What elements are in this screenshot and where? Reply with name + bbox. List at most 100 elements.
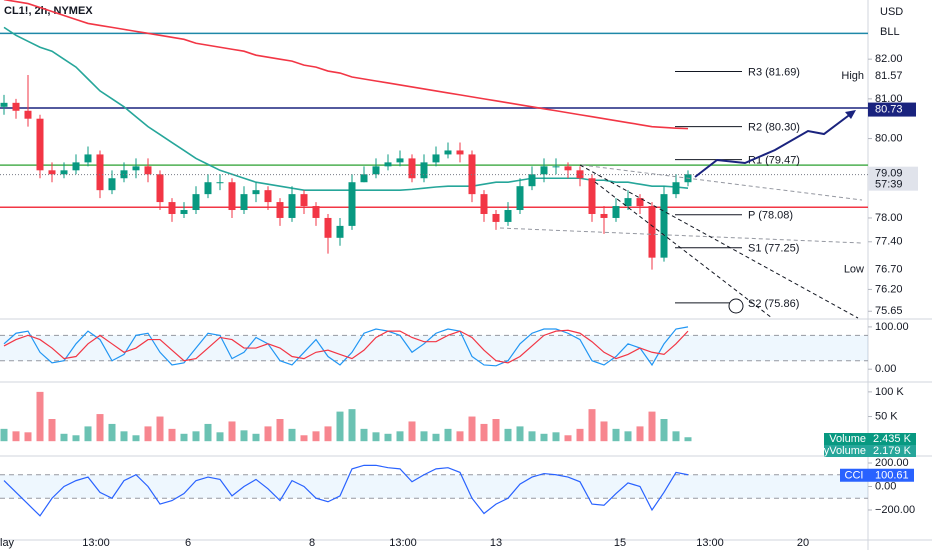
- candle-body: [384, 162, 392, 167]
- candle-body: [252, 190, 260, 195]
- y-tick-label: 81.00: [875, 93, 903, 105]
- trend-line: [594, 181, 773, 319]
- candle-body: [240, 194, 248, 211]
- volume-bar: [216, 432, 224, 442]
- volume-bar: [168, 428, 176, 442]
- volume-bar: [492, 419, 500, 442]
- legend-name: BuyVolume: [810, 445, 866, 457]
- volume-bar: [252, 433, 260, 442]
- legend-box: [840, 468, 868, 482]
- trend-line: [581, 164, 863, 201]
- candle-body: [300, 194, 308, 207]
- volume-bar: [672, 431, 680, 442]
- volume-bar: [360, 428, 368, 442]
- volume-bar: [564, 435, 572, 442]
- value-box: [868, 445, 916, 457]
- candle-body: [204, 182, 212, 195]
- y-tick-label: 50 K: [875, 410, 898, 422]
- volume-bar: [84, 426, 92, 442]
- legend-box: [824, 445, 868, 457]
- candle-body: [0, 102, 8, 107]
- volume-bar: [60, 433, 68, 442]
- candle-body: [588, 178, 596, 214]
- y-tick-label: 82.00: [875, 53, 903, 65]
- pivot-label: R3 (81.69): [748, 66, 800, 78]
- y-tick-label: 76.20: [875, 283, 903, 295]
- candle-body: [504, 210, 512, 222]
- volume-bar: [444, 428, 452, 442]
- volume-bar: [0, 428, 8, 442]
- volume-bar: [288, 428, 296, 442]
- volume-bar: [240, 430, 248, 442]
- volume-bar: [192, 431, 200, 442]
- candle-body: [408, 158, 416, 179]
- candle-body: [660, 194, 668, 258]
- volume-bar: [528, 431, 536, 442]
- candle-body: [612, 206, 620, 218]
- y-tick-label: 78.00: [875, 212, 903, 224]
- x-tick-label: 13:00: [389, 537, 417, 549]
- indicator-line: [3, 326, 689, 367]
- candle-body: [432, 154, 440, 163]
- volume-bar: [312, 431, 320, 442]
- alert-price: 80.73: [875, 103, 903, 115]
- value-label: 100.61: [875, 470, 909, 482]
- candle-body: [624, 198, 632, 207]
- low-name: Low: [844, 263, 864, 275]
- last-price-badge: [868, 166, 918, 191]
- candle-body: [516, 186, 524, 211]
- arrow-head: [845, 110, 856, 119]
- candle-body: [540, 166, 548, 175]
- candle-body: [492, 213, 500, 222]
- volume-bar: [336, 411, 344, 442]
- candle-body: [312, 206, 320, 218]
- value-box: [868, 468, 914, 482]
- candle-body: [144, 166, 152, 175]
- volume-bar: [612, 428, 620, 442]
- volume-bar: [48, 419, 56, 442]
- candle-body: [348, 182, 356, 226]
- last-price: 79.09: [875, 168, 903, 180]
- candle-body: [360, 174, 368, 183]
- band-fill: [0, 335, 868, 361]
- x-tick-label: 13:00: [696, 537, 724, 549]
- moving-average: [3, 0, 689, 130]
- x-tick-label: 13:00: [82, 537, 110, 549]
- volume-bar: [648, 411, 656, 442]
- volume-bar: [468, 416, 476, 442]
- legend-name: Volume: [829, 433, 866, 445]
- candle-body: [132, 166, 140, 171]
- volume-bar: [24, 432, 32, 442]
- projection-arrow: [694, 112, 853, 178]
- candle-body: [336, 225, 344, 238]
- volume-bar: [552, 432, 560, 442]
- candle-body: [180, 210, 188, 214]
- pivot-label: P (78.08): [748, 210, 793, 222]
- drawings: [499, 110, 863, 319]
- candle-body: [648, 206, 656, 258]
- volume-bar: [372, 432, 380, 442]
- candle-body: [276, 202, 284, 218]
- candle-body: [552, 166, 560, 168]
- pivot-label: R1 (79.47): [748, 155, 800, 167]
- x-tick-label: 20: [797, 537, 809, 549]
- pivot-label: R2 (80.30): [748, 122, 800, 134]
- volume-bar: [636, 426, 644, 442]
- x-tick-label: lay: [0, 537, 15, 549]
- volume-bar: [420, 431, 428, 442]
- candle-body: [672, 182, 680, 195]
- candle-body: [228, 182, 236, 211]
- legend-value: 2.179 K: [873, 445, 912, 457]
- candle-body: [372, 166, 380, 175]
- volume-bar: [624, 431, 632, 442]
- volume-bar: [12, 431, 20, 442]
- candle-body: [564, 166, 572, 171]
- currency: USD: [880, 6, 903, 18]
- candle-body: [12, 102, 20, 111]
- candle-body: [636, 198, 644, 207]
- candle-body: [420, 162, 428, 179]
- volume-bar: [300, 435, 308, 442]
- volume-bar: [276, 419, 284, 442]
